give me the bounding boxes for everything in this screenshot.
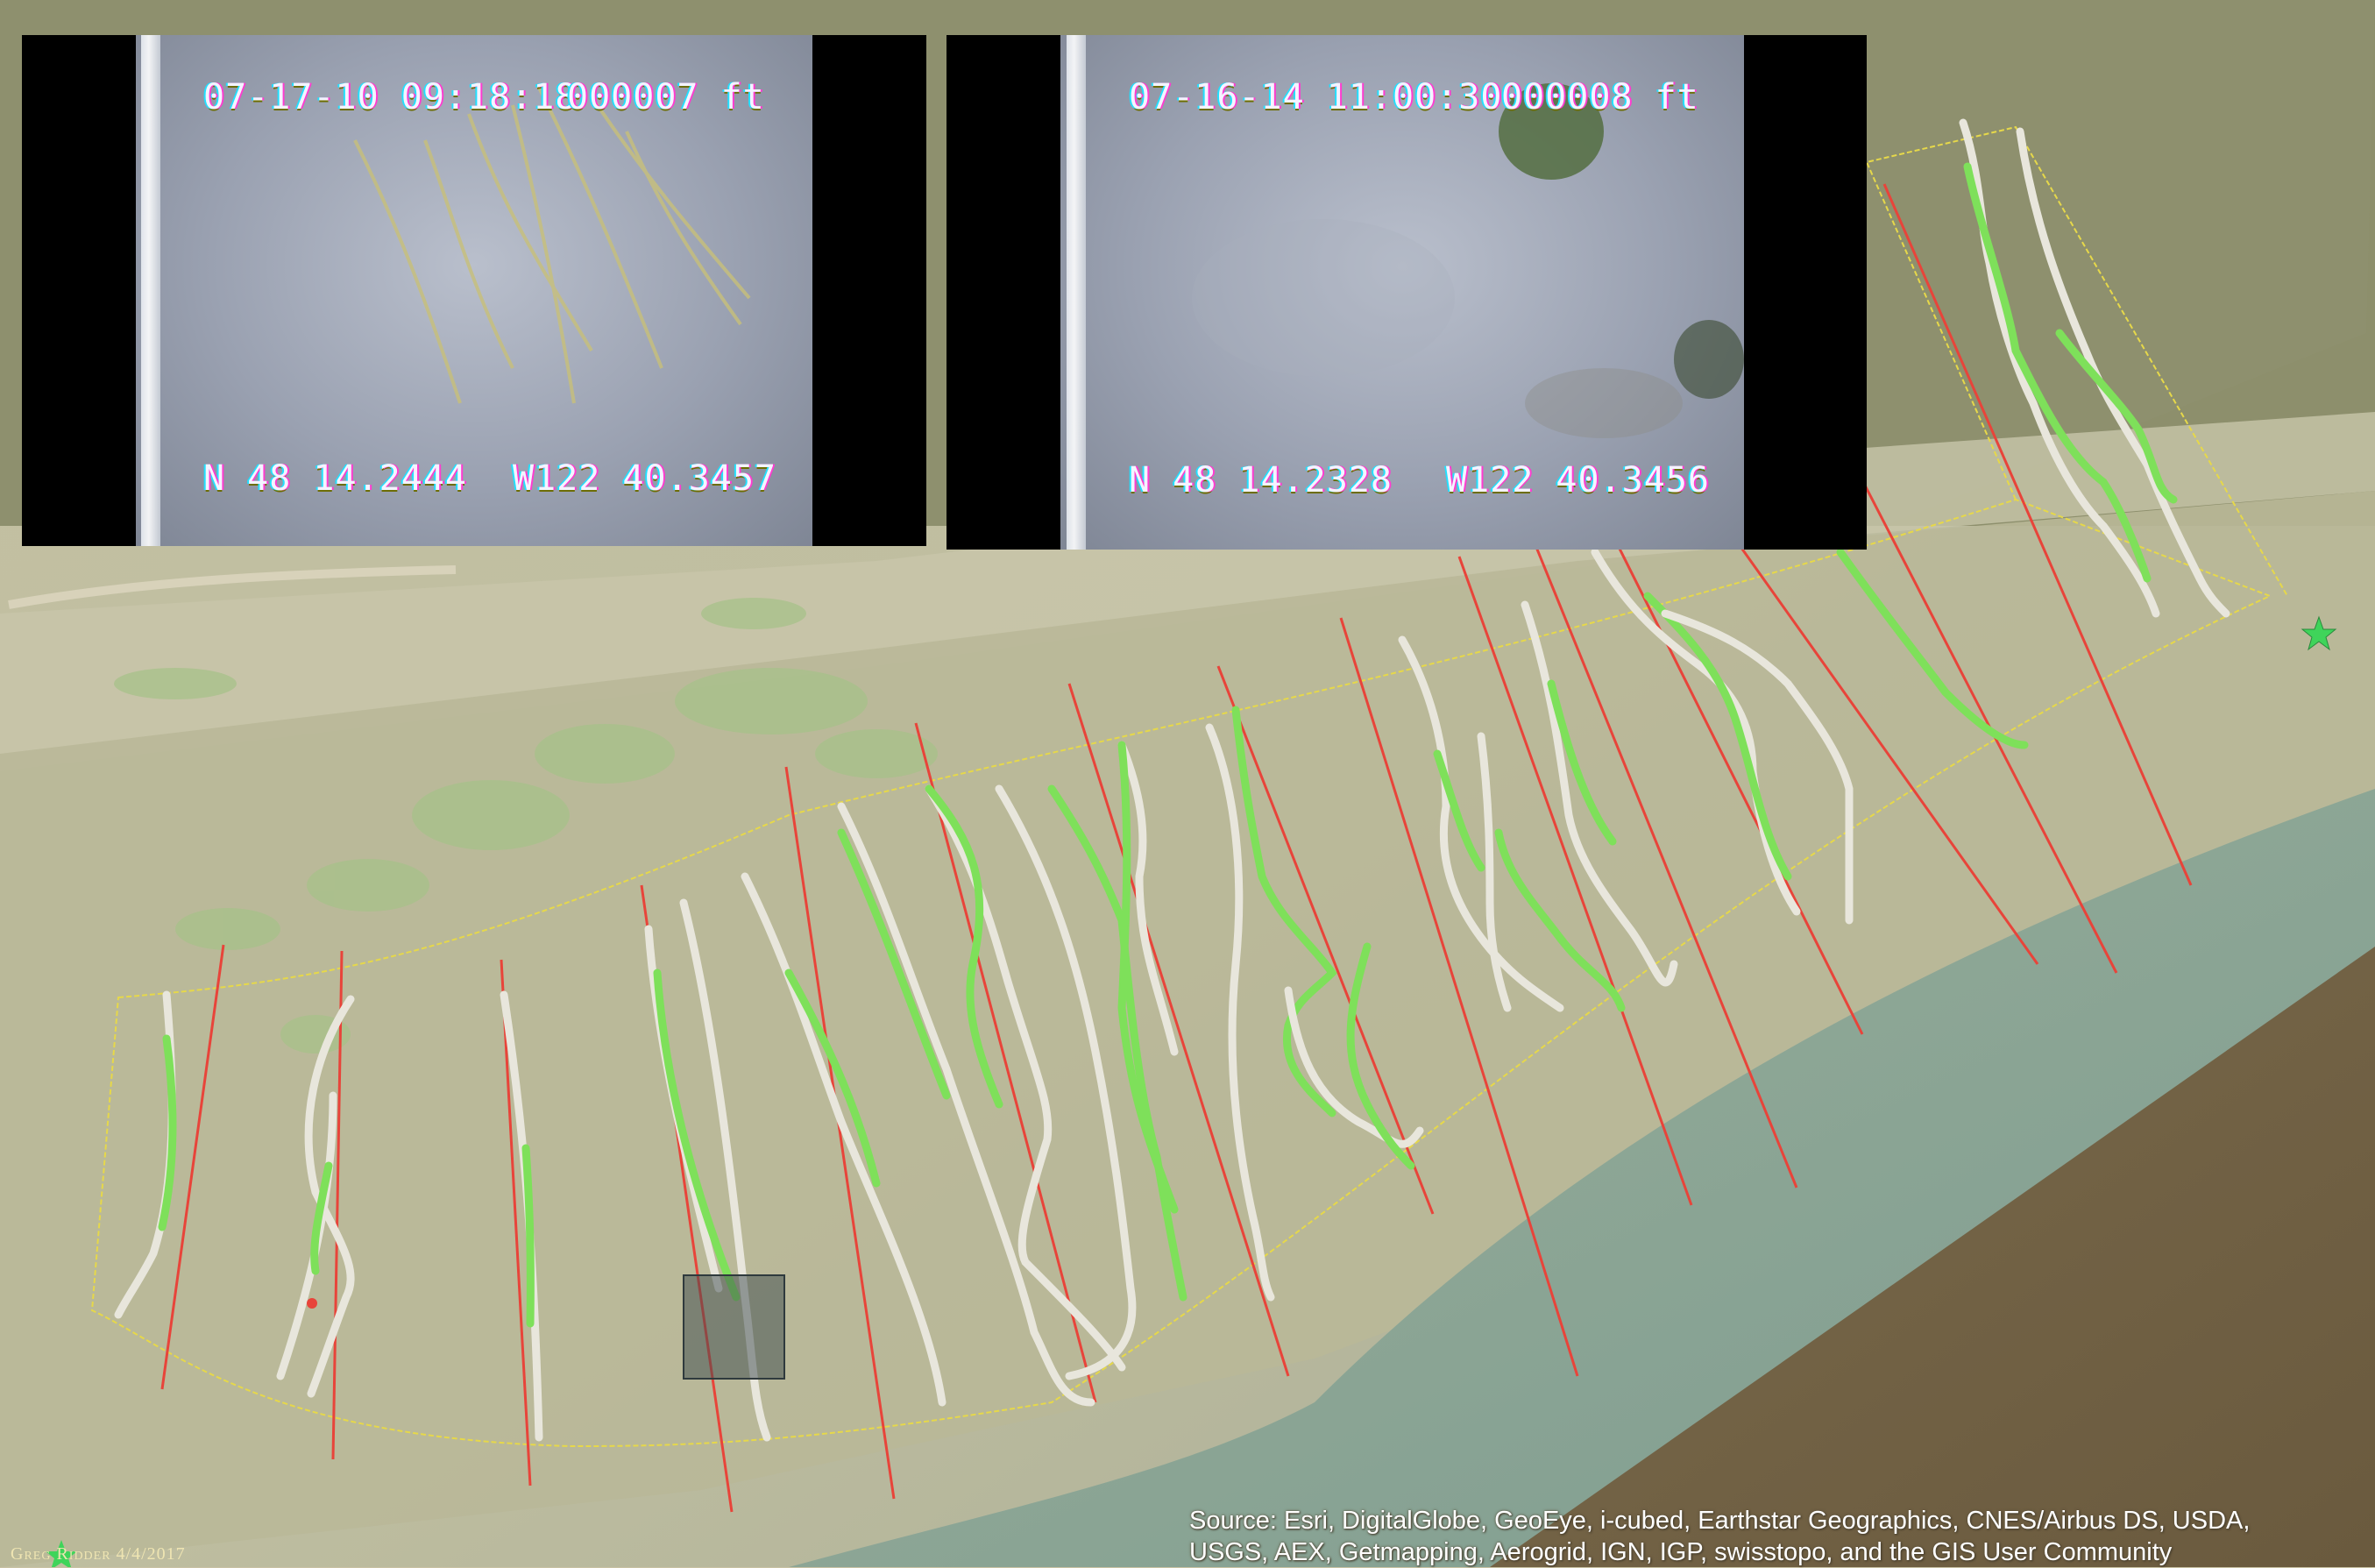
track-present <box>1836 548 2029 749</box>
track-present <box>521 1144 535 1328</box>
transect-line <box>1519 507 1798 1188</box>
station-star-icon[interactable] <box>2301 615 2337 651</box>
transect-line <box>160 944 225 1390</box>
map-attribution: Source: Esri, DigitalGlobe, GeoEye, i-cu… <box>1189 1505 2355 1568</box>
track-present <box>1346 942 1415 1170</box>
video-frame-1-timestamp: 07-17-10 09:18:18 <box>203 77 578 117</box>
track-absent <box>1521 600 1678 987</box>
transect-line <box>1067 683 1290 1377</box>
eelgrass-blades-illustration <box>353 87 751 404</box>
track-present <box>1963 162 2152 583</box>
transect-line <box>1882 183 2193 886</box>
transect-line <box>500 959 532 1486</box>
seafloor-illustration <box>1192 83 1744 438</box>
video-frame-1[interactable]: 07-17-10 09:18:18 000007 ft N 48 14.2444… <box>22 35 926 546</box>
track-present <box>1231 706 1337 1117</box>
track-present <box>310 1161 333 1275</box>
corner-star-icon <box>46 1540 77 1567</box>
track-absent <box>741 872 946 1407</box>
transect-line <box>914 722 1097 1403</box>
video-frame-2-timestamp: 07-16-14 11:00:30 <box>1129 77 1503 117</box>
video-frame-2-latitude: N 48 14.2328 <box>1129 460 1393 500</box>
video-frame-1-depth: 000007 ft <box>567 77 765 117</box>
track-absent <box>837 802 1095 1407</box>
road <box>8 565 457 609</box>
track-present <box>784 968 881 1188</box>
video-frame-2-depth: 000008 ft <box>1501 77 1699 117</box>
transect-lines <box>160 183 2193 1513</box>
deep-water <box>1490 947 2375 1567</box>
video-frame-2-pole <box>1067 35 1086 550</box>
transect-line <box>1216 665 1435 1215</box>
track-present <box>1643 592 1792 881</box>
track-absent <box>1477 732 1512 1012</box>
track-absent <box>1591 548 1801 916</box>
video-frame-1-longitude: W122 40.3457 <box>513 458 776 499</box>
track-present <box>1047 784 1188 1302</box>
track-absent <box>2016 127 2230 618</box>
track-present <box>1433 749 1485 872</box>
track-present <box>653 968 741 1302</box>
marsh-patches <box>114 598 938 1054</box>
track-absent <box>304 995 355 1398</box>
transect-line <box>1339 617 1579 1377</box>
track-absent <box>995 784 1137 1380</box>
track-present <box>158 1034 177 1231</box>
transect-line <box>1457 556 1693 1206</box>
video-frame-2-longitude: W122 40.3456 <box>1446 460 1710 500</box>
map-attribution-line-2: USGS, AEX, Getmapping, Aerogrid, IGN, IG… <box>1189 1538 2173 1566</box>
track-absent <box>1661 609 1854 925</box>
survey-boundary <box>90 125 2288 1448</box>
video-frame-2[interactable]: 07-16-14 11:00:30 000008 ft N 48 14.2328… <box>946 35 1867 550</box>
track-absent <box>1398 635 1564 1012</box>
survey-tracks <box>114 118 2230 1442</box>
track-present <box>1494 828 1626 1012</box>
highlight-box[interactable] <box>683 1274 785 1380</box>
video-frame-1-pole <box>141 35 160 546</box>
transect-line <box>784 766 896 1500</box>
transect-line <box>331 950 344 1460</box>
video-frame-2-image <box>1060 35 1744 550</box>
transect-line <box>1602 516 1864 1035</box>
track-present <box>837 828 951 1100</box>
track-present <box>2055 329 2178 504</box>
author-credit: Greg Ridder 4/4/2017 <box>11 1544 186 1564</box>
track-absent <box>925 784 1126 1372</box>
track-absent <box>1205 723 1275 1302</box>
track-present <box>1117 741 1179 1214</box>
video-frame-1-latitude: N 48 14.2444 <box>203 458 467 499</box>
point-marker <box>307 1298 317 1309</box>
track-present <box>1547 679 1617 846</box>
video-frame-1-image <box>136 35 812 546</box>
track-absent <box>1117 741 1179 1056</box>
track-absent <box>679 898 771 1442</box>
transect-line <box>1690 477 2039 965</box>
map-attribution-line-1: Source: Esri, DigitalGlobe, GeoEye, i-cu… <box>1189 1507 2251 1535</box>
track-absent <box>1284 986 1424 1148</box>
track-present <box>925 784 1003 1109</box>
